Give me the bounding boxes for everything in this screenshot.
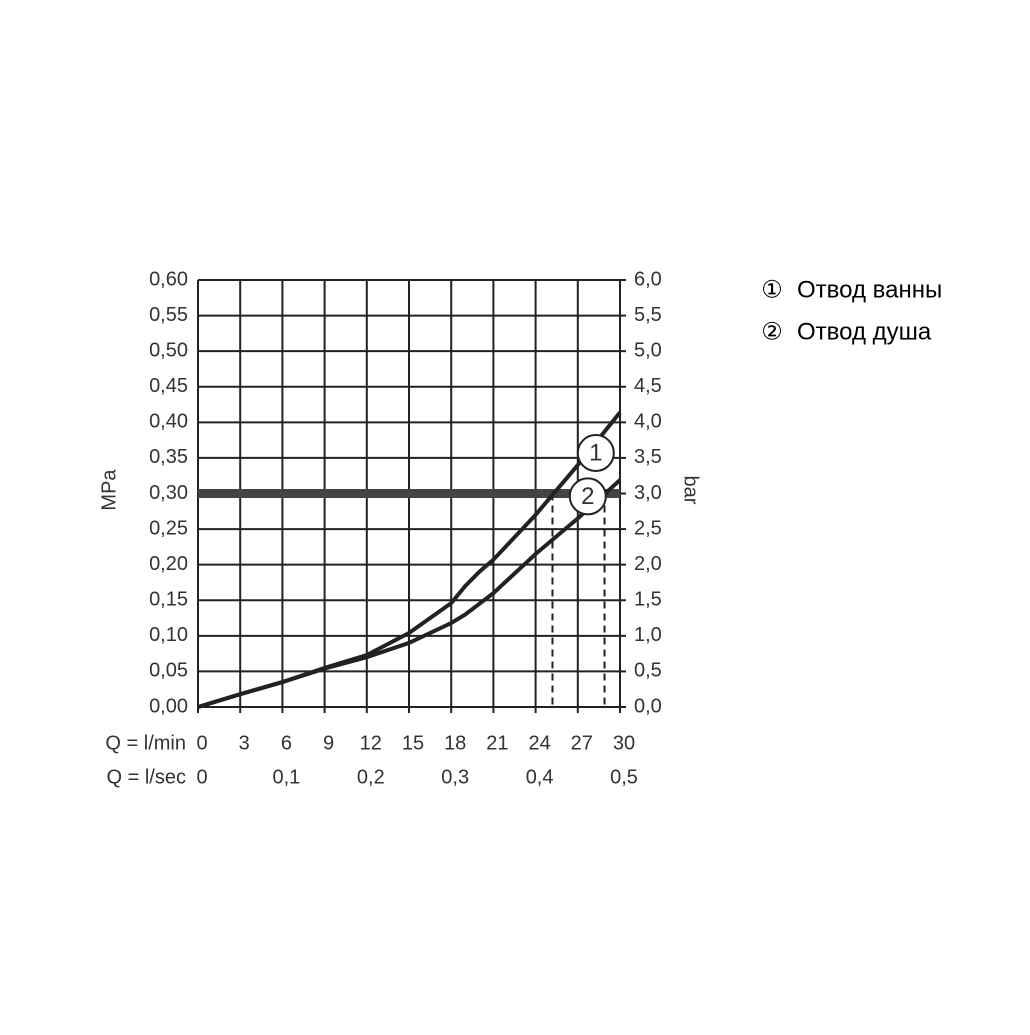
legend-symbol: ② [761, 318, 783, 345]
x-tick-label: 12 [360, 732, 382, 754]
y2-tick-label: 1,0 [634, 624, 662, 646]
y-tick-label: 0,00 [149, 695, 188, 717]
y2-tick-label: 2,0 [634, 553, 662, 575]
y-tick-label: 0,40 [149, 411, 188, 433]
y2-tick-label: 3,0 [634, 482, 662, 504]
x-tick-label: 15 [402, 732, 424, 754]
y-tick-label: 0,25 [149, 517, 188, 539]
y-axis-label: MPa [98, 469, 120, 511]
y2-tick-label: 0,0 [634, 695, 662, 717]
x2-tick-label: 0,3 [441, 766, 469, 788]
x2-tick-label: 0,4 [526, 766, 554, 788]
legend-label: Отвод душа [797, 318, 932, 345]
curve-marker [576, 434, 615, 473]
x-tick-label: 0 [196, 732, 207, 754]
x-tick-label: 3 [239, 732, 250, 754]
curve-marker [568, 477, 607, 516]
y-tick-label: 0,05 [149, 660, 188, 682]
y2-tick-label: 4,5 [634, 375, 662, 397]
x2-tick-label: 0 [196, 766, 207, 788]
x2-tick-label: 0,1 [272, 766, 300, 788]
series-line [197, 478, 622, 709]
y2-tick-label: 4,0 [634, 411, 662, 433]
y2-tick-label: 1,5 [634, 589, 662, 611]
curve-marker-label: 2 [581, 483, 594, 510]
x-axis-label: Q = l/min [105, 732, 186, 754]
legend-symbol: ① [761, 276, 783, 303]
x2-tick-label: 0,2 [357, 766, 385, 788]
x2-axis-label: Q = l/sec [107, 766, 186, 788]
x-tick-label: 9 [323, 732, 334, 754]
y2-tick-label: 3,5 [634, 446, 662, 468]
y2-tick-label: 6,0 [634, 268, 662, 290]
y2-tick-label: 5,5 [634, 304, 662, 326]
y-tick-label: 0,60 [149, 268, 188, 290]
y2-tick-label: 0,5 [634, 660, 662, 682]
y-tick-label: 0,10 [149, 624, 188, 646]
x-tick-label: 27 [571, 732, 593, 754]
x-tick-label: 24 [528, 732, 550, 754]
x-tick-label: 21 [486, 732, 508, 754]
y-tick-label: 0,15 [149, 589, 188, 611]
y-tick-label: 0,55 [149, 304, 188, 326]
y2-tick-label: 2,5 [634, 517, 662, 539]
x-tick-label: 18 [444, 732, 466, 754]
x-tick-label: 30 [613, 732, 635, 754]
x2-tick-label: 0,5 [610, 766, 638, 788]
y-tick-label: 0,35 [149, 446, 188, 468]
y2-axis-label: bar [680, 476, 702, 505]
y-tick-label: 0,20 [149, 553, 188, 575]
y-tick-label: 0,45 [149, 375, 188, 397]
legend-label: Отвод ванны [797, 276, 942, 303]
y-tick-label: 0,30 [149, 482, 188, 504]
curve-marker-label: 1 [589, 439, 602, 466]
x-tick-label: 6 [281, 732, 292, 754]
y2-tick-label: 5,0 [634, 339, 662, 361]
y-tick-label: 0,50 [149, 339, 188, 361]
